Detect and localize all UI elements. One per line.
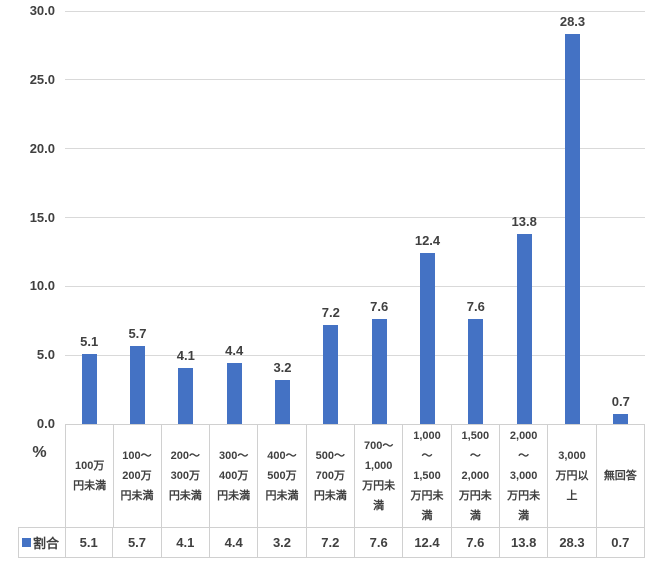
bar [565,34,580,424]
bar [81,354,97,424]
category-header-cell: 1,500 〜 2,000 万円未 満 [451,424,500,527]
category-header-cell: 3,000 万円以 上 [548,424,597,527]
table-value-cell: 7.6 [451,527,500,558]
table-value-cell: 4.4 [210,527,259,558]
y-axis-tick-label: 15.0 [29,209,55,225]
y-axis-tick-label: 20.0 [29,140,55,156]
bar [130,346,145,424]
category-header-cell: 500〜 700万 円未満 [306,424,355,527]
category-header-cell: 100〜 200万 円未満 [113,424,162,527]
gridline [65,79,645,81]
bar-data-label: 4.4 [225,343,244,358]
y-axis-tick-label: 25.0 [29,71,55,87]
bar [275,380,290,424]
table-value-cell: 28.3 [548,527,597,558]
bar [323,325,339,424]
category-header-cell: 300〜 400万 円未満 [210,424,259,527]
bar-data-label: 12.4 [414,233,441,248]
bar-data-label: 28.3 [559,14,586,29]
table-value-cell: 12.4 [403,527,452,558]
bar [178,368,194,424]
table-value-cell: 5.7 [113,527,162,558]
table-value-cell: 5.1 [65,527,114,558]
y-axis-tick-label: 30.0 [29,3,55,18]
gridline [65,217,645,218]
y-axis-tick-label: 5.0 [36,347,55,363]
gridline [65,10,645,12]
category-header-cell: 200〜 300万 円未満 [161,424,210,527]
gridline [65,148,645,150]
table-value-cell: 0.7 [596,527,645,558]
legend-key-cell: 割合 [18,527,66,558]
y-axis-unit-label: % [32,444,47,461]
bar-data-label: 13.8 [511,214,537,229]
bar [468,319,484,424]
bar [613,414,629,424]
bar-data-label: 7.6 [466,299,485,314]
bar-data-label: 7.2 [321,305,340,320]
bar [516,234,532,424]
bar-data-label: 7.6 [370,299,389,314]
bar-data-label: 5.1 [80,334,99,349]
bar [226,363,242,424]
table-value-cell: 7.2 [306,527,355,558]
gridline [65,285,645,287]
bar-data-label: 0.7 [611,394,630,409]
bar-data-label: 5.7 [128,326,147,341]
bar [371,319,387,424]
category-header-cell: 1,000 〜 1,500 万円未 満 [403,424,452,527]
y-axis-tick-label: 0.0 [36,416,55,431]
table-value-cell: 4.1 [161,527,210,558]
table-value-cell: 13.8 [500,527,549,558]
table-value-cell: 3.2 [258,527,307,558]
legend-marker-icon [22,538,31,547]
category-header-cell: 400〜 500万 円未満 [258,424,307,527]
category-header-cell: 無回答 [596,424,645,527]
legend-label: 割合 [33,536,60,551]
bar [420,253,435,424]
gridline [65,354,645,356]
bar-data-label: 3.2 [273,360,292,375]
category-header-cell: 700〜 1,000 万円未 満 [355,424,404,527]
category-header-cell: 100万 円未満 [65,424,115,527]
bar-data-label: 4.1 [176,348,195,363]
y-axis-tick-label: 10.0 [29,278,55,294]
table-value-cell: 7.6 [355,527,404,558]
category-header-cell: 2,000 〜 3,000 万円未 満 [500,424,549,527]
